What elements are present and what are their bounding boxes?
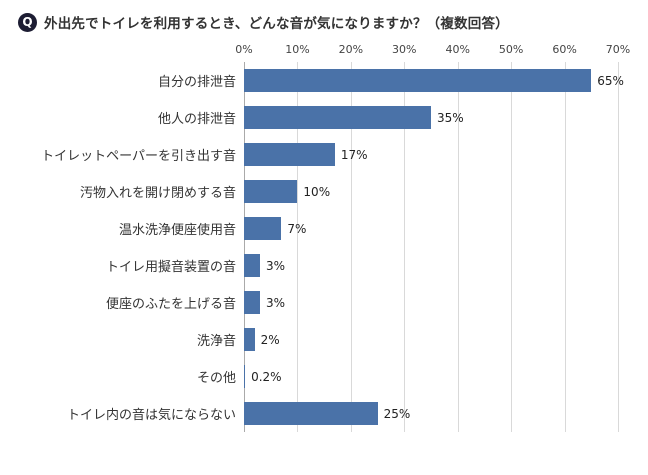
category-label: 洗浄音 [196,334,236,349]
gridline [244,62,245,432]
axis-tick-label: 70% [605,43,631,56]
bar [244,402,378,425]
axis-tick-label: 50% [498,43,524,56]
gridline [457,62,459,432]
bar [244,328,255,351]
bar-row: 汚物入れを開け閉めする音 10% [16,173,632,210]
axis-tick-label: 20% [338,43,364,56]
category-label: トイレ内の音は気にならない [66,408,236,423]
bar-value-label: 3% [266,258,286,273]
gridline [297,62,299,432]
bar-track: 10% [244,180,618,203]
gridline [564,62,566,432]
category-label: トイレットペーパーを引き出す音 [41,149,236,164]
axis-tick-label: 10% [285,43,310,56]
bar-track: 65% [244,69,624,92]
gridline [511,62,513,432]
bar-value-label: 2% [260,332,280,347]
gridlines [244,62,619,432]
bar-value-label: 10% [303,184,331,199]
bar-row: トイレ用擬音装置の音 3% [16,247,632,284]
bar [244,217,282,240]
axis-tick-label: 40% [445,43,470,56]
bar-row: その他 0.2% [16,358,632,395]
bar-row: 洗浄音 2% [16,321,632,358]
bar-value-label: 0.2% [251,369,282,384]
bar [244,143,335,166]
category-label: 自分の排泄音 [157,75,236,90]
category-label: トイレ用擬音装置の音 [105,260,236,275]
bar [244,69,592,92]
bar-row: 自分の排泄音 65% [16,62,632,99]
chart-title-row: Q 外出先でトイレを利用するとき、どんな音が気になりますか？（複数回答） [18,12,632,32]
q-badge: Q [18,12,37,32]
bar-value-label: 7% [287,221,307,236]
bar [244,254,261,277]
bar-track: 2% [244,328,618,351]
page-title: 外出先でトイレを利用するとき、どんな音が気になりますか？（複数回答） [44,16,509,32]
category-label: 他人の排泄音 [157,112,236,127]
bar-value-label: 3% [266,295,286,310]
plot-area: 自分の排泄音 65% 他人の排泄音 35% トイレットペーパーを引き出す音 17% 汚物入れ… [16,62,632,432]
bar-track: 17% [244,143,618,166]
category-label: 汚物入れを開け閉めする音 [79,186,236,201]
bar [244,365,246,388]
bar-track: 3% [244,291,618,314]
bar-chart: 0% 10% 20% 30% 40% 50% 60% 70% 自分の排泄音 65% 他人の排泄音 3… [16,42,632,432]
bar-row: トイレ内の音は気にならない 25% [16,395,632,432]
axis-tick-label: 0% [235,43,253,56]
bar-track: 0.2% [244,365,618,388]
bar-row: 他人の排泄音 35% [16,99,632,136]
axis-tick-label: 30% [392,43,417,56]
bar-value-label: 25% [383,406,411,421]
bar-value-label: 65% [597,73,624,88]
gridline [618,62,619,432]
gridline [350,62,352,432]
bar-track: 7% [244,217,618,240]
axis-tick-label: 60% [552,43,577,56]
bar-track: 3% [244,254,618,277]
bar-row: 便座のふたを上げる音 3% [16,284,632,321]
bar-value-label: 17% [340,147,368,162]
bar-row: トイレットペーパーを引き出す音 17% [16,136,632,173]
bar-value-label: 35% [437,110,464,125]
bar [244,291,261,314]
category-label: 温水洗浄便座使用音 [118,223,236,238]
category-label: 便座のふたを上げる音 [105,297,236,312]
x-axis: 0% 10% 20% 30% 40% 50% 60% 70% [235,42,630,62]
category-label: その他 [196,371,236,386]
bar-track: 25% [244,402,618,425]
gridline [404,62,406,432]
bar [244,180,298,203]
bar-track: 35% [244,106,618,129]
bar-rows: 自分の排泄音 65% 他人の排泄音 35% トイレットペーパーを引き出す音 17% 汚物入れ… [16,62,632,432]
bar-row: 温水洗浄便座使用音 7% [16,210,632,247]
bar [244,106,431,129]
